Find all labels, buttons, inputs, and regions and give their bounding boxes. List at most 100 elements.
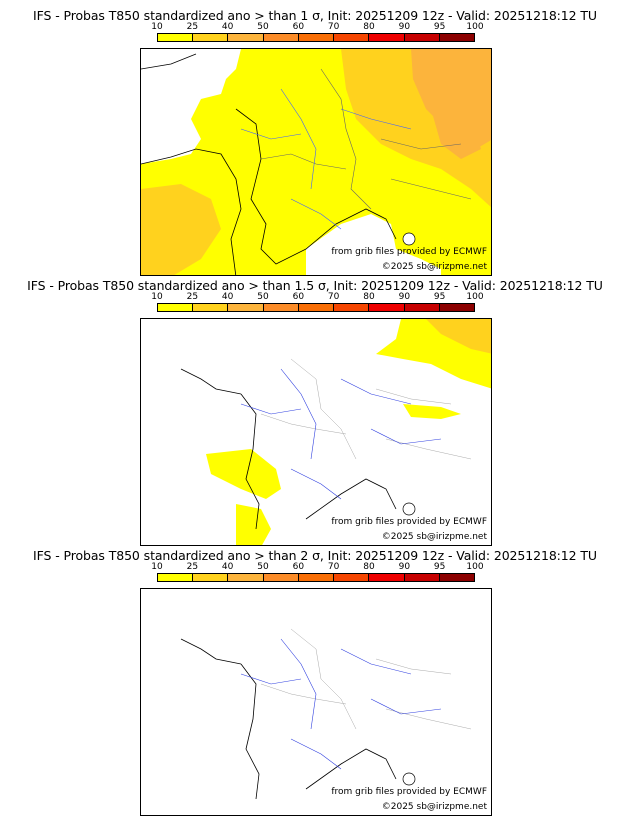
legend-swatch [439, 574, 474, 581]
map-layers [180, 628, 472, 800]
legend-swatch [158, 34, 194, 41]
legend-tick-label: 40 [221, 292, 234, 302]
prob-area-25b [141, 184, 221, 275]
credit-copyright: ©2025 sb@irizpme.net [381, 532, 487, 542]
legend-tick-label: 40 [221, 562, 234, 572]
legend-tick-label: 10 [151, 562, 163, 572]
legend-tick-label: 100 [466, 292, 484, 302]
legend-tick-label: 100 [466, 22, 484, 32]
credit-source: from grib files provided by ECMWF [331, 517, 487, 527]
color-legend: 10 25 40 50 60 70 80 90 95 100 [151, 292, 484, 318]
legend-tick-label: 90 [398, 562, 411, 572]
legend-swatch [369, 34, 405, 41]
coastline [141, 53, 397, 275]
legend-tick-label: 80 [363, 562, 375, 572]
legend-tick-label: 60 [292, 292, 305, 302]
legend-tick-label: 70 [327, 292, 340, 302]
legend-tick-label: 50 [257, 292, 269, 302]
legend-tick-label: 25 [186, 562, 199, 572]
legend-swatch [263, 34, 299, 41]
legend-swatch [228, 304, 264, 311]
legend-swatch [369, 574, 405, 581]
island-corsica [402, 772, 416, 786]
legend-swatch [298, 304, 335, 311]
legend-swatch [334, 574, 370, 581]
legend-swatch [158, 304, 194, 311]
panel-title: IFS - Probas T850 standardized ano > tha… [33, 8, 597, 23]
legend-bar [157, 573, 475, 582]
credit-copyright: ©2025 sb@irizpme.net [381, 262, 487, 272]
rivers [240, 638, 442, 770]
legend-tick-label: 40 [221, 22, 234, 32]
legend-tick-label: 95 [433, 22, 446, 32]
legend-labels: 10 25 40 50 60 70 80 90 95 100 [151, 292, 483, 302]
legend-swatch [228, 574, 264, 581]
legend-tick-label: 10 [151, 22, 163, 32]
legend-tick-label: 70 [327, 22, 340, 32]
prob-area-10c [206, 449, 281, 499]
legend-bar [157, 33, 475, 42]
legend-swatch [193, 34, 229, 41]
legend-tick-label: 10 [151, 292, 163, 302]
panel-3: IFS - Probas T850 standardized ano > tha… [0, 548, 630, 818]
rivers [240, 88, 412, 230]
credit-copyright: ©2025 sb@irizpme.net [381, 802, 487, 812]
legend-labels: 10 25 40 50 60 70 80 90 95 100 [151, 562, 483, 572]
probability-map: from grib files provided by ECMWF ©2025 … [140, 48, 492, 276]
legend-tick-label: 100 [466, 562, 484, 572]
sea-area [141, 49, 241, 164]
panel-title: IFS - Probas T850 standardized ano > tha… [27, 278, 603, 293]
legend-swatch [193, 304, 229, 311]
credit-source: from grib files provided by ECMWF [331, 247, 487, 257]
prob-area-25 [426, 319, 491, 354]
legend-swatch [298, 574, 335, 581]
legend-swatch [369, 304, 405, 311]
prob-area-10b [403, 404, 461, 419]
borders [260, 358, 472, 460]
legend-bar [157, 303, 475, 312]
legend-swatch [404, 304, 440, 311]
island-corsica [402, 502, 416, 516]
panel-title: IFS - Probas T850 standardized ano > tha… [33, 548, 597, 563]
legend-tick-label: 95 [433, 562, 446, 572]
legend-tick-label: 90 [398, 292, 411, 302]
probability-map: from grib files provided by ECMWF ©2025 … [140, 588, 492, 816]
legend-tick-label: 25 [186, 22, 199, 32]
legend-tick-label: 60 [292, 22, 305, 32]
island-corsica [402, 232, 416, 246]
coastline [180, 638, 397, 800]
legend-swatch [404, 574, 440, 581]
legend-tick-label: 50 [257, 22, 269, 32]
panel-1: IFS - Probas T850 standardized ano > tha… [0, 8, 630, 278]
color-legend: 10 25 40 50 60 70 80 90 95 100 [151, 22, 484, 48]
prob-area-40b [431, 109, 481, 159]
legend-swatch [228, 34, 264, 41]
legend-labels: 10 25 40 50 60 70 80 90 95 100 [151, 22, 483, 32]
legend-swatch [404, 34, 440, 41]
legend-swatch [263, 574, 299, 581]
legend-swatch [439, 34, 474, 41]
credit-source: from grib files provided by ECMWF [331, 787, 487, 797]
borders [260, 628, 472, 730]
legend-tick-label: 25 [186, 292, 199, 302]
sea-med [306, 214, 441, 275]
legend-swatch [193, 574, 229, 581]
legend-swatch [334, 34, 370, 41]
borders [260, 68, 472, 210]
panel-2: IFS - Probas T850 standardized ano > tha… [0, 278, 630, 548]
legend-swatch [263, 304, 299, 311]
legend-swatch [334, 304, 370, 311]
legend-tick-label: 95 [433, 292, 446, 302]
map-layers [180, 319, 491, 545]
legend-tick-label: 60 [292, 562, 305, 572]
prob-area-10d [236, 504, 271, 545]
legend-tick-label: 50 [257, 562, 269, 572]
legend-tick-label: 80 [363, 292, 375, 302]
coastline [180, 368, 397, 530]
legend-swatch [158, 574, 194, 581]
legend-swatch [439, 304, 474, 311]
legend-tick-label: 80 [363, 22, 375, 32]
legend-tick-label: 70 [327, 562, 340, 572]
rivers [240, 368, 442, 500]
legend-tick-label: 90 [398, 22, 411, 32]
